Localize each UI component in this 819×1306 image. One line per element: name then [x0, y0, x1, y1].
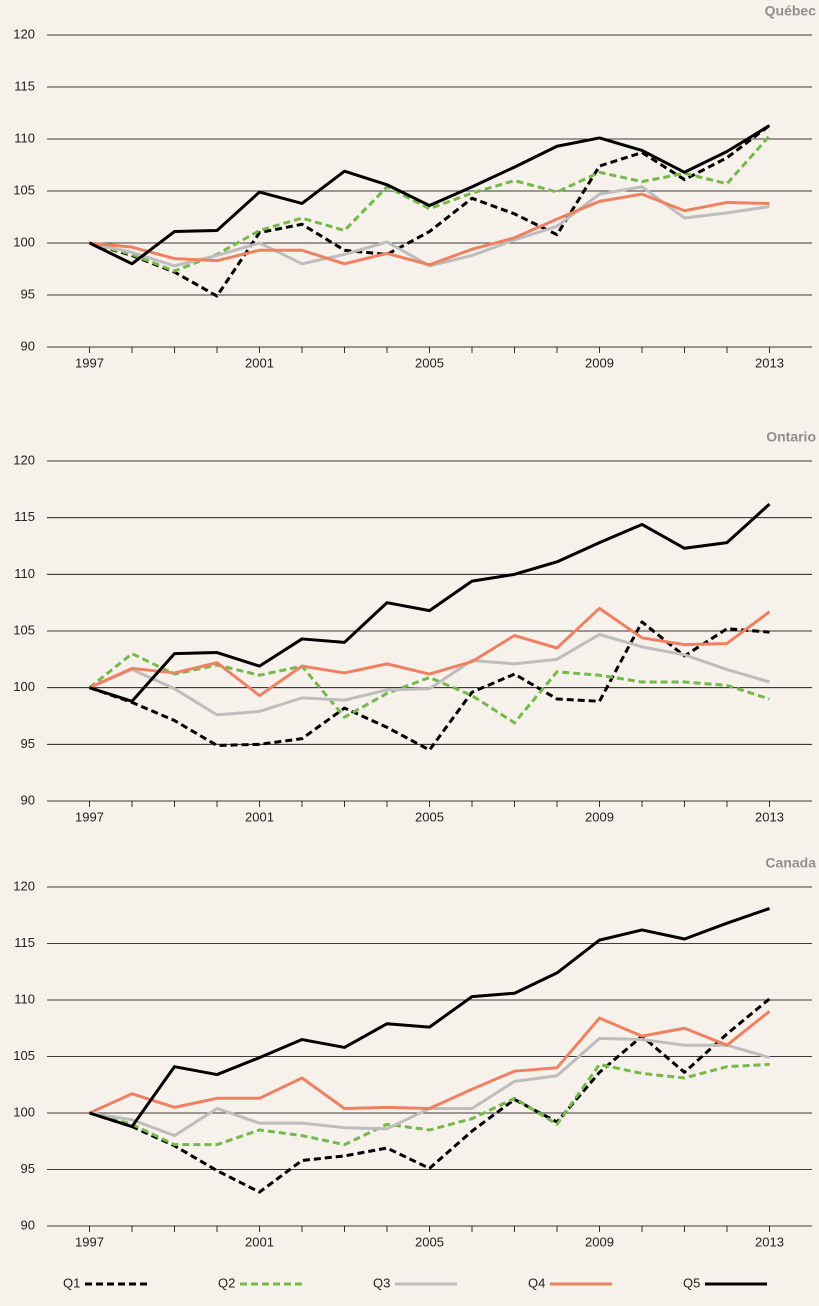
y-tick-label: 105: [13, 1048, 35, 1063]
series-line: [88, 606, 771, 698]
series-line: [88, 1010, 771, 1115]
legend-label: Q4: [528, 1275, 545, 1290]
series-line: [89, 134, 771, 273]
y-tick-label: 105: [13, 622, 35, 637]
series-line: [89, 185, 770, 268]
x-tick-label: 2005: [415, 809, 444, 824]
y-tick-label: 105: [13, 182, 35, 197]
x-tick-label: 2009: [585, 1234, 614, 1249]
x-tick-label: 1997: [75, 1234, 104, 1249]
chart-title: Ontario: [766, 429, 816, 445]
series-line: [88, 632, 770, 717]
y-tick-label: 100: [13, 679, 35, 694]
legend-label: Q1: [63, 1275, 80, 1290]
x-tick-label: 2009: [585, 809, 614, 824]
series-line: [89, 907, 770, 1129]
y-tick-label: 95: [21, 1161, 35, 1176]
series-line: [89, 192, 770, 267]
x-tick-label: 2013: [755, 355, 784, 370]
series-line: [89, 124, 771, 298]
y-tick-label: 110: [14, 991, 35, 1006]
y-tick-label: 115: [14, 78, 35, 93]
y-tick-label: 120: [13, 452, 35, 467]
y-tick-label: 100: [13, 234, 35, 249]
x-tick-label: 2013: [755, 809, 784, 824]
series-line: [89, 1036, 770, 1138]
y-tick-label: 115: [14, 509, 35, 524]
x-tick-label: 2001: [245, 809, 274, 824]
chart-title: Canada: [765, 855, 816, 871]
series-line: [89, 502, 771, 703]
x-tick-label: 1997: [75, 355, 104, 370]
y-tick-label: 90: [21, 338, 35, 353]
y-tick-label: 90: [21, 1217, 35, 1232]
series-line: [88, 124, 771, 266]
y-tick-label: 110: [14, 566, 35, 581]
x-tick-label: 2013: [755, 1234, 784, 1249]
y-tick-label: 110: [14, 130, 35, 145]
x-tick-label: 2005: [415, 1234, 444, 1249]
y-tick-label: 95: [21, 736, 35, 751]
chart-title: Québec: [765, 3, 817, 19]
series-line: [89, 620, 770, 752]
series-line: [88, 652, 770, 725]
y-tick-label: 90: [21, 792, 35, 807]
x-tick-label: 1997: [75, 809, 104, 824]
series-line: [89, 1062, 770, 1147]
x-tick-label: 2001: [245, 355, 274, 370]
x-tick-label: 2005: [415, 355, 444, 370]
y-tick-label: 120: [13, 878, 35, 893]
series-line: [89, 997, 771, 1194]
y-tick-label: 120: [13, 26, 35, 41]
x-tick-label: 2001: [245, 1234, 274, 1249]
y-tick-label: 100: [13, 1104, 35, 1119]
x-tick-label: 2009: [585, 355, 614, 370]
legend-label: Q2: [218, 1275, 235, 1290]
y-tick-label: 115: [14, 935, 35, 950]
legend-label: Q5: [683, 1275, 700, 1290]
legend-label: Q3: [373, 1275, 390, 1290]
y-tick-label: 95: [21, 286, 35, 301]
